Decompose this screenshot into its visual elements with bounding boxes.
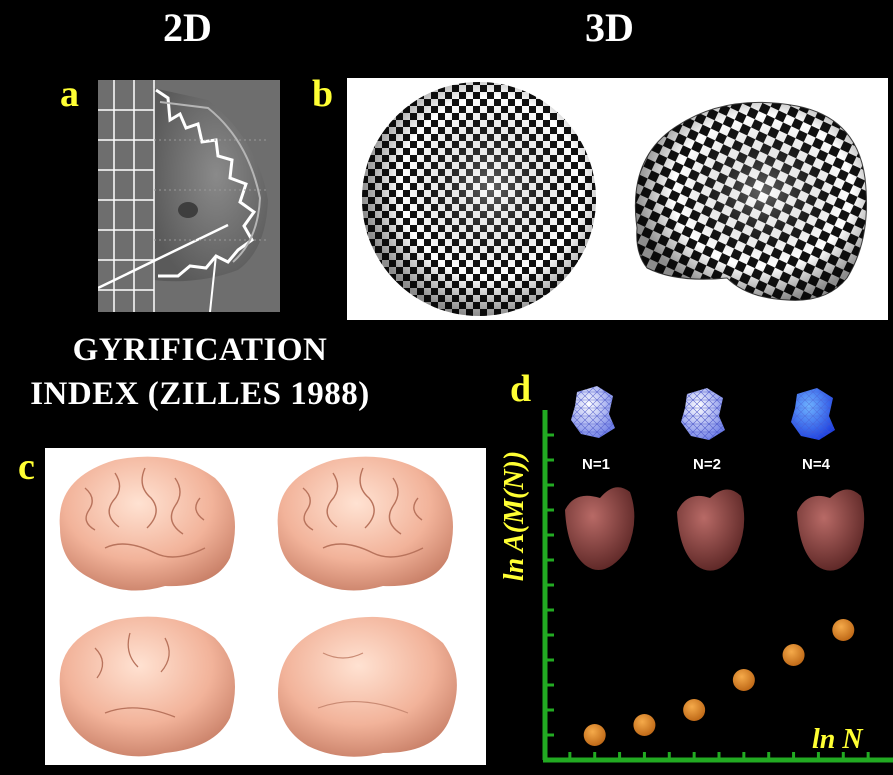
- panel-label-d: d: [510, 368, 532, 410]
- scatter-point: [732, 669, 755, 691]
- surface-n2: [677, 489, 745, 571]
- surface-n4: [797, 489, 865, 571]
- caption-line-2: INDEX (ZILLES 1988): [30, 376, 370, 412]
- mesh-n1: [571, 386, 615, 438]
- brain-2: [277, 456, 453, 591]
- n-label-4: N=4: [802, 456, 830, 473]
- panel-d-figure: [542, 386, 893, 763]
- caption-line-1: GYRIFICATION: [72, 332, 328, 368]
- panel-label-a: a: [60, 73, 79, 115]
- scatter-point: [683, 699, 706, 721]
- brain-4: [278, 616, 457, 757]
- mesh-n4: [791, 388, 835, 440]
- brain-1: [59, 456, 235, 591]
- header-3d: 3D: [585, 5, 634, 50]
- x-axis-label: ln N: [812, 724, 863, 755]
- panel-label-b: b: [312, 73, 334, 115]
- scatter-points: [583, 619, 855, 746]
- brain-3: [59, 616, 235, 757]
- scatter-point: [782, 644, 805, 666]
- surface-n1: [565, 487, 635, 570]
- scatter-point: [583, 724, 606, 746]
- scatter-point: [633, 714, 656, 736]
- header-2d: 2D: [163, 5, 212, 50]
- y-axis-label: ln A(M(N)): [499, 450, 530, 582]
- axis-ticks: [545, 433, 870, 760]
- scatter-point: [832, 619, 855, 641]
- n-label-2: N=2: [693, 456, 721, 473]
- n-label-1: N=1: [582, 456, 610, 473]
- panel-c-figure: [59, 456, 457, 757]
- mesh-n2: [681, 388, 725, 440]
- panel-a-mri-slice: [98, 80, 280, 312]
- panel-b-figure: [362, 82, 867, 316]
- gyrification-caption: GYRIFICATION INDEX (ZILLES 1988): [0, 328, 400, 416]
- panel-label-c: c: [18, 446, 35, 488]
